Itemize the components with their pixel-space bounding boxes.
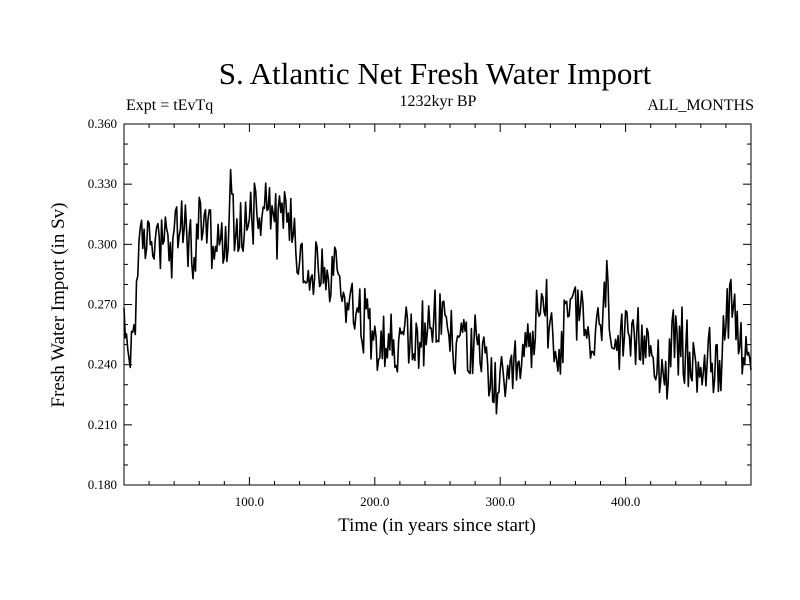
axis-tick-labels: 100.0 200.0 300.0 400.0 0.180 0.210 0.240 0.270… xyxy=(88,116,640,509)
y-tick-label: 0.240 xyxy=(88,357,117,372)
x-tick-label: 400.0 xyxy=(611,494,640,509)
y-tick-label: 0.300 xyxy=(88,236,117,251)
y-tick-label: 0.210 xyxy=(88,417,117,432)
x-tick-label: 100.0 xyxy=(235,494,264,509)
x-tick-label: 300.0 xyxy=(486,494,515,509)
months-label: ALL_MONTHS xyxy=(647,97,754,114)
plot-frame xyxy=(123,123,752,486)
y-tick-label: 0.180 xyxy=(88,477,117,492)
y-tick-label: 0.360 xyxy=(88,116,117,131)
y-tick-label: 0.270 xyxy=(88,297,117,312)
experiment-label: Expt = tEvTq xyxy=(126,97,214,114)
period-label: 1232kyr BP xyxy=(399,93,477,110)
x-axis-title: Time (in years since start) xyxy=(338,515,536,536)
chart-title: S. Atlantic Net Fresh Water Import xyxy=(218,56,652,91)
y-axis-title: Fresh Water Import (in Sv) xyxy=(48,203,69,408)
series-line xyxy=(123,168,752,415)
x-tick-label: 200.0 xyxy=(360,494,389,509)
y-tick-label: 0.330 xyxy=(88,176,117,191)
axis-ticks xyxy=(124,124,751,485)
